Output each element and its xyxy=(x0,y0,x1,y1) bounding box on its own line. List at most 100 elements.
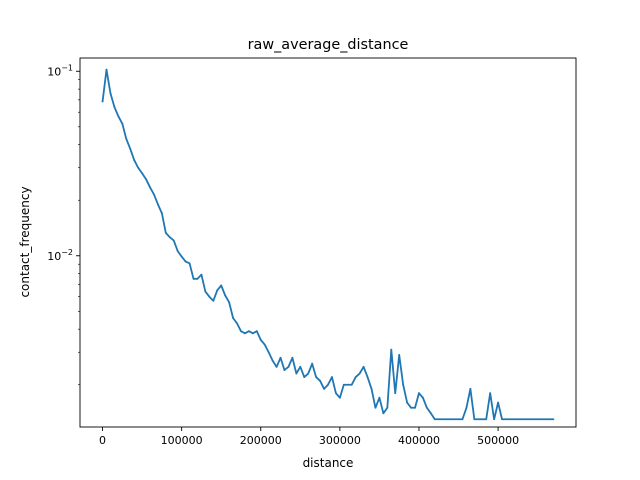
x-axis: 0 100000 200000 300000 400000 500000 xyxy=(99,427,519,447)
data-point xyxy=(528,418,531,421)
x-tick-label: 300000 xyxy=(319,434,361,447)
data-point xyxy=(453,418,456,421)
data-point xyxy=(303,376,306,378)
data-point xyxy=(157,203,159,206)
plot-frame xyxy=(79,57,577,428)
x-tick-label: 500000 xyxy=(477,434,519,447)
data-point xyxy=(524,418,527,421)
data-point xyxy=(263,343,266,346)
x-tick-label: 100000 xyxy=(161,434,203,447)
data-point xyxy=(489,392,492,395)
data-point xyxy=(473,418,476,421)
data-point xyxy=(240,330,242,333)
data-point xyxy=(160,212,163,215)
data-point xyxy=(133,159,136,162)
data-point xyxy=(236,322,238,325)
data-point xyxy=(267,351,270,354)
data-point xyxy=(109,92,112,95)
data-point xyxy=(232,317,234,319)
data-point xyxy=(180,255,183,258)
data-point xyxy=(259,338,262,341)
data-point xyxy=(358,372,361,375)
data-point xyxy=(350,383,353,386)
data-point xyxy=(386,406,389,409)
data-point xyxy=(410,406,412,409)
data-point xyxy=(275,365,278,368)
data-point xyxy=(192,277,195,280)
data-point xyxy=(291,356,294,359)
data-point xyxy=(338,396,341,399)
data-point xyxy=(477,418,480,421)
chart-title: raw_average_distance xyxy=(248,37,409,53)
data-point xyxy=(212,299,215,302)
data-point xyxy=(433,418,436,421)
data-point xyxy=(346,383,349,386)
data-point xyxy=(497,401,499,404)
data-point xyxy=(311,362,314,365)
data-point xyxy=(402,383,405,386)
data-point xyxy=(331,376,333,378)
data-point xyxy=(342,383,345,386)
data-point xyxy=(469,387,472,390)
data-point xyxy=(422,396,424,399)
data-point xyxy=(366,376,369,378)
data-point xyxy=(101,100,104,103)
x-tick-label: 0 xyxy=(99,434,106,447)
y-tick-label: 10−1 xyxy=(47,63,73,78)
data-point xyxy=(204,290,207,293)
data-point xyxy=(224,294,227,297)
data-point xyxy=(188,262,191,265)
data-point xyxy=(398,354,401,356)
data-point xyxy=(141,172,144,175)
data-point xyxy=(418,392,420,395)
data-point xyxy=(299,365,302,368)
data-point xyxy=(481,418,484,421)
data-point xyxy=(196,277,199,280)
data-point xyxy=(283,369,286,372)
data-point xyxy=(493,418,496,421)
data-point xyxy=(513,418,515,421)
data-point xyxy=(251,332,254,335)
data-point xyxy=(441,418,444,421)
data-point xyxy=(323,387,325,390)
x-axis-label: distance xyxy=(303,456,354,470)
data-point xyxy=(370,387,373,390)
series-line xyxy=(101,68,554,421)
data-point xyxy=(501,418,503,421)
data-point xyxy=(149,186,151,189)
data-point xyxy=(315,376,318,378)
data-point xyxy=(378,396,381,399)
data-point xyxy=(164,232,167,234)
data-point xyxy=(335,392,337,395)
data-point xyxy=(461,418,464,421)
data-point xyxy=(540,418,543,421)
data-point xyxy=(287,365,290,368)
data-point xyxy=(172,239,175,242)
data-point xyxy=(125,137,128,140)
data-point xyxy=(307,372,310,375)
data-point xyxy=(457,418,460,421)
data-point xyxy=(129,147,132,150)
data-point xyxy=(548,418,551,421)
data-point xyxy=(536,418,539,421)
data-point xyxy=(532,418,535,421)
data-point xyxy=(394,392,397,395)
x-tick-label: 200000 xyxy=(240,434,282,447)
data-point xyxy=(319,379,321,382)
data-point xyxy=(449,418,452,421)
data-point xyxy=(279,356,282,359)
data-point xyxy=(184,260,187,263)
data-point xyxy=(105,68,108,71)
data-point xyxy=(244,332,246,335)
data-point xyxy=(216,289,219,292)
y-axis-label: contact_frequency xyxy=(18,186,32,297)
data-point xyxy=(374,406,377,409)
data-point xyxy=(113,106,116,108)
data-point xyxy=(327,383,329,386)
y-axis: 10−1 10−2 xyxy=(47,63,80,386)
data-point xyxy=(121,122,124,125)
data-point xyxy=(465,406,468,409)
data-point xyxy=(390,348,393,351)
data-point xyxy=(544,418,547,421)
data-point xyxy=(145,178,147,181)
